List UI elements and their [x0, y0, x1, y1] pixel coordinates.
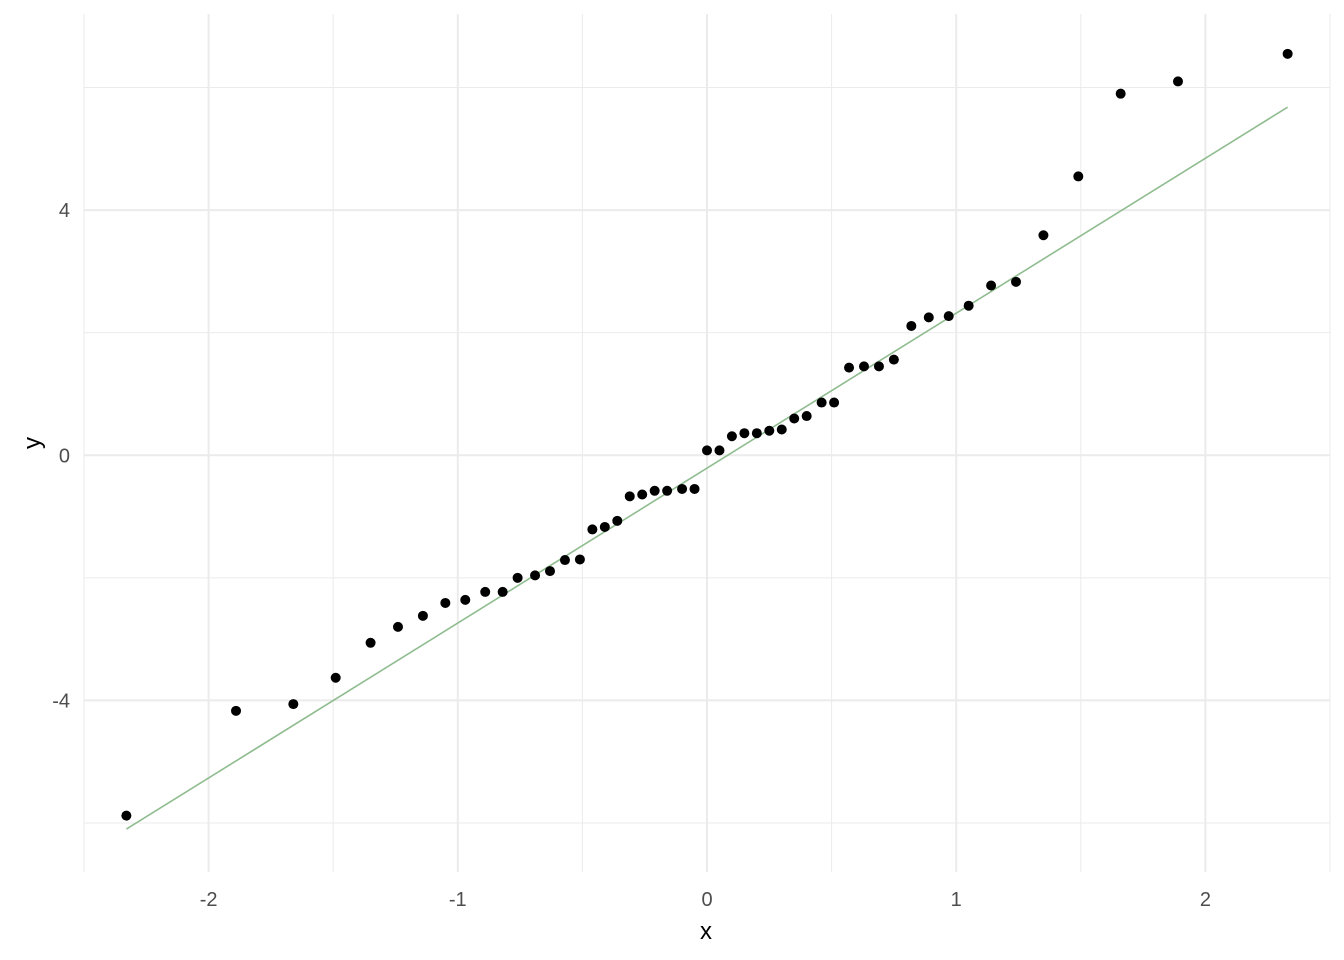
y-axis-title: y [19, 437, 46, 449]
data-point [1172, 76, 1183, 87]
data-point [587, 524, 598, 535]
data-point [1282, 48, 1293, 59]
data-points-layer [121, 48, 1293, 821]
data-point [751, 428, 762, 439]
data-point [689, 483, 700, 494]
data-point [776, 424, 787, 435]
data-point [858, 361, 869, 372]
data-point [873, 361, 884, 372]
data-point [906, 320, 917, 331]
x-tick-label: 1 [951, 889, 962, 911]
data-point [417, 610, 428, 621]
data-point [764, 425, 775, 436]
data-point [1073, 171, 1084, 182]
data-point [726, 431, 737, 442]
data-point [440, 597, 451, 608]
y-axis-tick-labels: -4 0 4 [52, 200, 70, 712]
data-point [612, 515, 623, 526]
data-point [816, 397, 827, 408]
data-point [677, 483, 688, 494]
data-point [574, 554, 585, 565]
y-tick-label: 0 [59, 445, 70, 467]
data-point [624, 491, 635, 502]
data-point [599, 521, 610, 532]
data-point [714, 445, 725, 456]
data-point [923, 312, 934, 323]
data-point [637, 489, 648, 500]
major-gridlines [84, 14, 1330, 872]
data-point [545, 566, 556, 577]
data-point [392, 621, 403, 632]
data-point [121, 810, 132, 821]
x-axis-tick-labels: -2 -1 0 1 2 [200, 889, 1211, 911]
x-axis-title: x [700, 918, 712, 945]
data-point [497, 586, 508, 597]
data-point [739, 428, 750, 439]
x-tick-label: -2 [200, 889, 218, 911]
data-point [365, 637, 376, 648]
data-point [702, 445, 712, 456]
data-point [649, 485, 660, 496]
data-point [330, 672, 341, 683]
data-point [512, 572, 523, 583]
data-point [559, 555, 570, 566]
data-point [986, 280, 997, 291]
x-tick-label: -1 [449, 889, 467, 911]
data-point [1011, 276, 1022, 287]
data-point [662, 485, 673, 496]
data-point [963, 300, 974, 311]
x-tick-label: 0 [701, 889, 712, 911]
data-point [1038, 230, 1049, 241]
data-point [480, 586, 491, 597]
data-point [844, 362, 855, 373]
data-point [888, 354, 899, 365]
data-point [231, 705, 242, 716]
x-tick-label: 2 [1200, 889, 1211, 911]
qq-reference-line [125, 106, 1289, 830]
data-point [829, 397, 840, 408]
reference-line-layer [125, 106, 1289, 830]
data-point [801, 411, 812, 422]
data-point [1115, 88, 1126, 99]
data-point [460, 594, 471, 605]
data-point [789, 413, 800, 424]
data-point [530, 570, 541, 581]
y-tick-label: -4 [52, 690, 70, 712]
data-point [288, 699, 299, 710]
y-tick-label: 4 [59, 200, 70, 222]
data-point [943, 311, 954, 322]
